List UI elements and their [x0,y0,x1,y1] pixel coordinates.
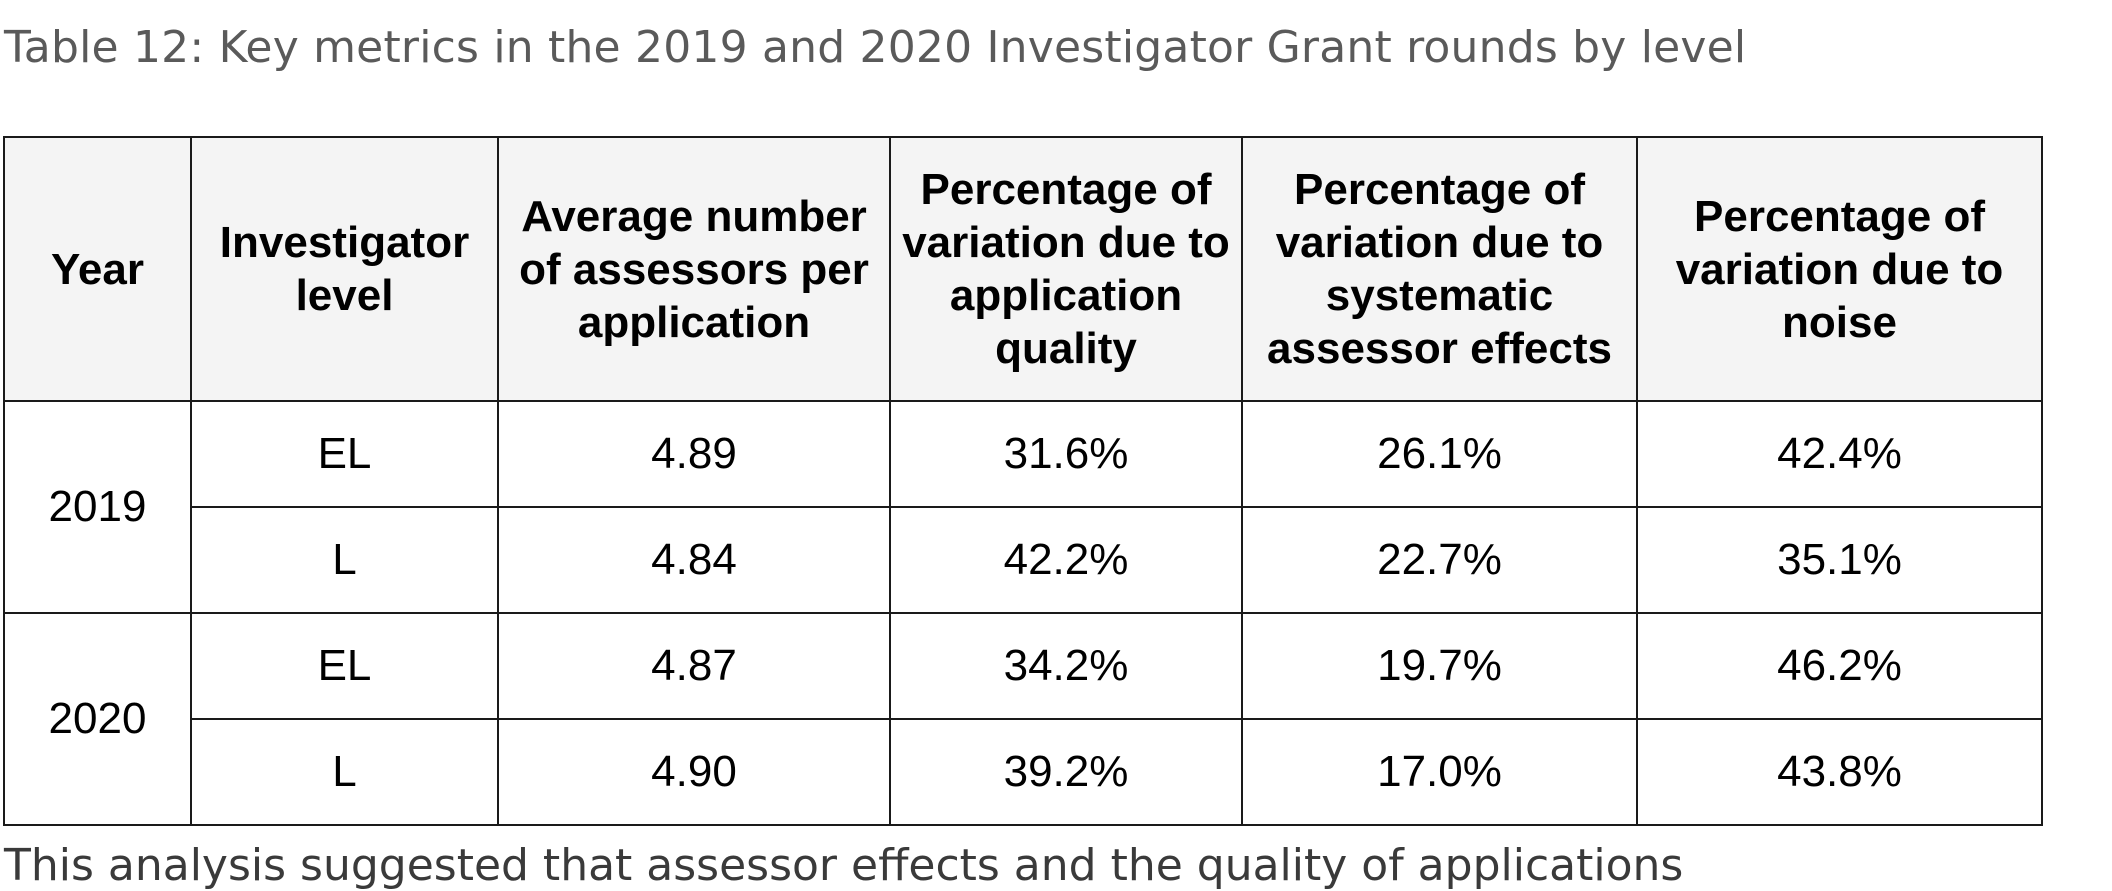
table-row: 2019 EL 4.89 31.6% 26.1% 42.4% [3,400,2043,614]
table-row: L 4.90 39.2% 17.0% 43.8% [4,718,2043,826]
year-cell: 2020 [3,612,192,826]
pct-quality-cell: 34.2% [889,612,1243,720]
table-caption: Table 12: Key metrics in the 2019 and 20… [4,22,1747,73]
level-cell: EL [190,400,499,508]
pct-quality-cell: 42.2% [889,506,1243,614]
table-row: L 4.84 42.2% 22.7% 35.1% [4,506,2043,614]
level-cell: L [190,718,499,826]
pct-noise-cell: 43.8% [1636,718,2043,826]
pct-noise-cell: 42.4% [1636,400,2043,508]
avg-assessors-cell: 4.87 [497,612,891,720]
header-year: Year [3,136,192,402]
level-cell: EL [190,612,499,720]
level-cell: L [190,506,499,614]
pct-noise-cell: 46.2% [1636,612,2043,720]
avg-assessors-cell: 4.90 [497,718,891,826]
pct-quality-cell: 31.6% [889,400,1243,508]
metrics-table: Year Investigator level Average number o… [3,136,2043,826]
pct-systematic-cell: 19.7% [1241,612,1638,720]
header-row: Year Investigator level Average number o… [3,136,2043,402]
header-investigator-level: Investigator level [190,136,499,402]
avg-assessors-cell: 4.84 [497,506,891,614]
table-row: 2020 EL 4.87 34.2% 19.7% 46.2% [3,612,2043,826]
pct-noise-cell: 35.1% [1636,506,2043,614]
year-cell: 2019 [3,400,192,614]
pct-quality-cell: 39.2% [889,718,1243,826]
pct-systematic-cell: 26.1% [1241,400,1638,508]
table-header: Year Investigator level Average number o… [3,136,2043,402]
table-body: 2019 EL 4.89 31.6% 26.1% 42.4% L 4.84 42… [3,400,2043,826]
header-pct-noise: Percentage of variation due to noise [1636,136,2043,402]
header-pct-systematic-assessor-effects: Percentage of variation due to systemati… [1241,136,1638,402]
pct-systematic-cell: 22.7% [1241,506,1638,614]
header-average-assessors: Average number of assessors per applicat… [497,136,891,402]
body-text-partial: This analysis suggested that assessor ef… [4,840,1684,891]
header-pct-application-quality: Percentage of variation due to applicati… [889,136,1243,402]
pct-systematic-cell: 17.0% [1241,718,1638,826]
avg-assessors-cell: 4.89 [497,400,891,508]
